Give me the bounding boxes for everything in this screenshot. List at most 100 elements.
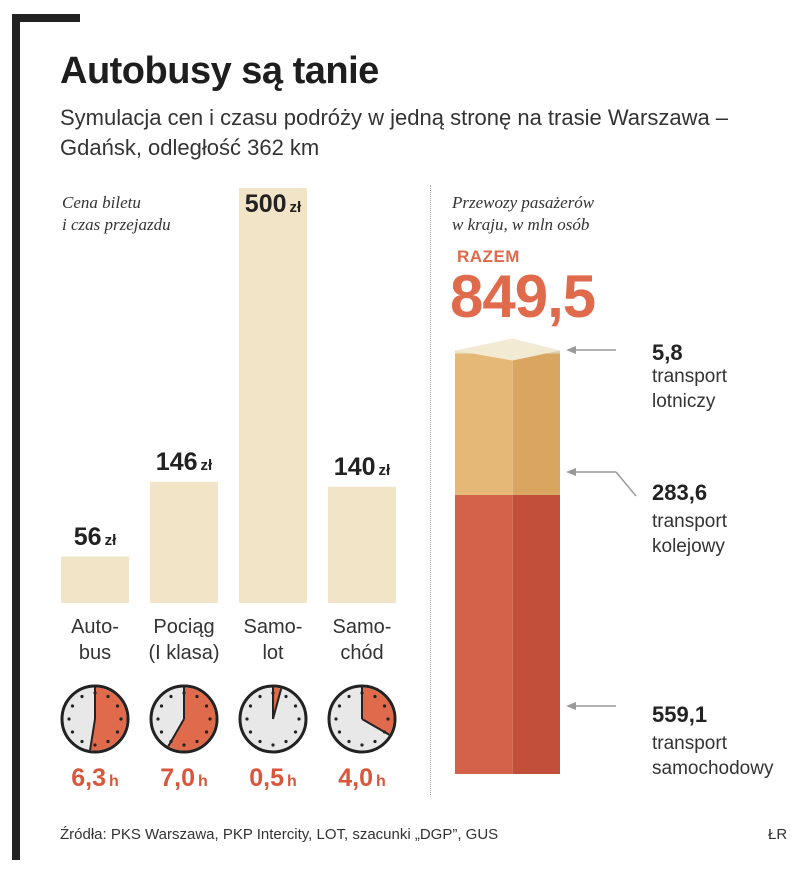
- clock-tick: [334, 717, 338, 721]
- travel-time-plane: 0,5 h: [223, 764, 323, 793]
- passenger-chart-label: Przewozy pasażerów w kraju, w mln osób: [452, 192, 594, 236]
- frame-top-rule: [12, 14, 80, 22]
- category-label-bus: Auto- bus: [71, 616, 119, 664]
- price-chart-label-line-2: i czas przejazdu: [62, 215, 171, 234]
- clock-tick: [204, 730, 209, 734]
- clock-tick: [169, 694, 173, 699]
- price-value-unit: zł: [104, 531, 117, 549]
- clock-hand-end: [272, 688, 283, 720]
- frame-left-rule: [12, 14, 20, 860]
- clock-tick: [119, 717, 123, 721]
- clock-tick: [115, 704, 120, 708]
- leader-arrow-air: [566, 346, 576, 354]
- clock-tick: [373, 739, 377, 744]
- clock-tick: [115, 730, 120, 734]
- clock-tick: [258, 739, 262, 744]
- price-value-bus: 56 zł: [45, 523, 145, 552]
- clock-tick: [106, 739, 110, 744]
- price-value-number: 56: [73, 522, 102, 551]
- travel-time-bus: 6,3 h: [45, 764, 145, 793]
- travel-time-train: 7,0 h: [134, 764, 234, 793]
- sources-footer: Źródła: PKS Warszawa, PKP Intercity, LOT…: [60, 826, 499, 843]
- segment-desc-air: transport lotniczy: [652, 366, 727, 412]
- price-value-unit: zł: [289, 199, 302, 216]
- category-label-train: Pociąg (I klasa): [148, 616, 220, 664]
- price-value-car: 140 zł: [312, 453, 412, 482]
- clock-tick: [248, 730, 253, 734]
- clock-tick: [347, 739, 351, 744]
- price-value-number: 140: [333, 452, 376, 481]
- stack-segment-road: [455, 494, 513, 774]
- clock-tick: [386, 717, 390, 721]
- travel-time-unit: h: [286, 773, 297, 790]
- stack-cap: [455, 338, 560, 361]
- clock-tick: [67, 717, 71, 721]
- price-chart-label: Cena biletu i czas przejazdu: [62, 192, 171, 236]
- travel-time-car: 4,0 h: [312, 764, 412, 793]
- leader-arrow-rail: [566, 468, 576, 476]
- travel-time-number: 7,0: [160, 764, 195, 792]
- clock-tick: [293, 730, 298, 734]
- clock-tick: [337, 730, 342, 734]
- author-credit: ŁR: [768, 826, 788, 843]
- clock-hand-end: [167, 718, 185, 747]
- clock-tick: [80, 694, 84, 699]
- price-value-unit: zł: [378, 461, 391, 479]
- clock-tick: [271, 743, 275, 747]
- passenger-chart-label-line-2: w kraju, w mln osób: [452, 215, 590, 234]
- clock-tick: [182, 743, 186, 747]
- price-bar-plane: [239, 188, 307, 603]
- clock-tick: [382, 704, 387, 708]
- stack-segment-rail: [455, 353, 513, 495]
- segment-value-road: 559,1: [652, 702, 708, 727]
- total-label: RAZEM: [457, 247, 520, 266]
- travel-time-unit: h: [375, 773, 386, 790]
- clock-tick: [93, 743, 97, 747]
- clock-tick: [195, 694, 199, 699]
- clock-tick: [208, 717, 212, 721]
- clock-tick: [195, 739, 199, 744]
- price-value-plane: 500 zł: [223, 190, 323, 219]
- clock-tick: [297, 717, 301, 721]
- travel-time-unit: h: [108, 773, 119, 790]
- segment-value-air: 5,8: [652, 340, 683, 365]
- segment-value-rail: 283,6: [652, 480, 708, 505]
- travel-time-number: 0,5: [249, 764, 284, 792]
- total-value: 849,5: [450, 263, 596, 330]
- clock-tick: [258, 694, 262, 699]
- price-value-number: 500: [244, 190, 287, 218]
- clock-tick: [70, 704, 75, 708]
- clock-tick: [347, 694, 351, 699]
- segment-desc-rail: transport kolejowy: [652, 511, 727, 557]
- passenger-chart-label-line-1: Przewozy pasażerów: [452, 193, 595, 212]
- clock-tick: [373, 694, 377, 699]
- price-value-unit: zł: [200, 456, 213, 474]
- stack-segment-side-rail: [512, 353, 560, 495]
- price-bar-bus: [61, 556, 129, 603]
- clock-tick: [337, 704, 342, 708]
- clock-tick: [159, 704, 164, 708]
- segment-desc-road: transport samochodowy: [652, 733, 774, 779]
- page-subtitle: Symulacja cen i czasu podróży w jedną st…: [60, 105, 729, 160]
- travel-time-number: 6,3: [71, 764, 106, 792]
- clock-tick: [156, 717, 160, 721]
- clock-tick: [204, 704, 209, 708]
- price-bar-car: [328, 486, 396, 603]
- category-label-plane: Samo- lot: [243, 616, 303, 664]
- clock-hand-end: [361, 718, 390, 736]
- clock-tick: [284, 739, 288, 744]
- travel-time-unit: h: [197, 773, 208, 790]
- clock-tick: [360, 743, 364, 747]
- leader-bend-rail: [615, 471, 637, 497]
- clock-elapsed-bus: [90, 687, 127, 751]
- clock-tick: [70, 730, 75, 734]
- category-label-car: Samo- chód: [332, 616, 392, 664]
- clock-tick: [159, 730, 164, 734]
- price-value-number: 146: [155, 447, 198, 476]
- clock-tick: [245, 717, 249, 721]
- clock-tick: [106, 694, 110, 699]
- clock-tick: [80, 739, 84, 744]
- clock-hand-end: [89, 718, 96, 751]
- chart-divider: [430, 185, 431, 795]
